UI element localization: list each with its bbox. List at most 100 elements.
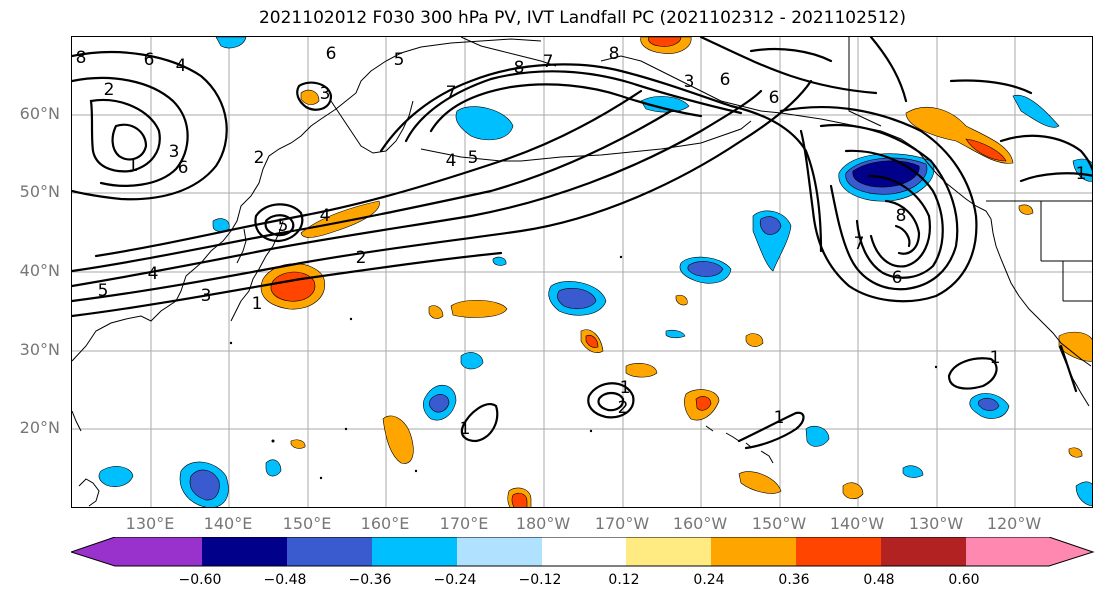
pv-contour-trough-4 — [867, 174, 931, 268]
lat-label-30n: 30°N — [19, 340, 60, 359]
lat-label-40n: 40°N — [19, 261, 60, 280]
colorbar-tick: −0.60 — [178, 572, 222, 588]
pv-contour-east-2 — [1019, 172, 1092, 183]
map-canvas: 8 6 4 2 3 7 6 5 8 7 4 5 8 6 6 3 1 3 6 2 … — [72, 37, 1092, 507]
pv-contour-trough-2 — [819, 124, 959, 291]
coast-north-america-west — [990, 218, 1092, 367]
shade-orange-13 — [1018, 204, 1034, 215]
colorbar-segment — [796, 537, 881, 566]
colorbar-outline — [71, 537, 1095, 567]
shade-blue-small-10 — [1012, 94, 1060, 128]
shade-orange-12 — [300, 89, 320, 105]
pv-contour-alaska-upper — [699, 37, 908, 103]
contour-label: 4 — [320, 206, 331, 226]
contour-label: 4 — [446, 151, 457, 171]
colorbar-segment — [711, 537, 796, 566]
shade-blue-baja — [1075, 481, 1092, 507]
lon-label-150w: 150°W — [751, 514, 807, 533]
shade-blue-central-mid — [557, 288, 597, 310]
contour-label: 1 — [774, 408, 785, 428]
map-panel: 8 6 4 2 3 7 6 5 8 7 4 5 8 6 6 3 1 3 6 2 … — [71, 36, 1093, 508]
lon-label-180w: 180°W — [515, 514, 571, 533]
pv-contour-jet-3 — [72, 89, 763, 288]
colorbar-segment — [626, 537, 711, 566]
colorbar-tick: 0.24 — [693, 572, 725, 588]
canada-border-line — [848, 37, 882, 127]
shade-orange-11 — [745, 333, 764, 347]
coast-philippines — [72, 410, 100, 507]
coast-alaska — [600, 55, 992, 220]
contour-label: 5 — [98, 281, 109, 301]
shade-gulf-alaska-dark — [852, 160, 920, 188]
lon-label-130w: 130°W — [908, 514, 964, 533]
pv-contours — [72, 37, 1092, 450]
colorbar-tick: 0.60 — [948, 572, 980, 588]
lat-label-50n: 50°N — [19, 182, 60, 201]
pv-contour-jet-5 — [94, 89, 643, 258]
pv-contour-upper-west-3 — [89, 98, 161, 173]
us-border-line — [986, 200, 1092, 302]
colorbar-segment — [202, 537, 287, 566]
lon-label-130e: 130°E — [125, 514, 175, 533]
shade-japan-red — [270, 271, 316, 302]
pv-contour-jet-1 — [72, 79, 813, 303]
pv-contour-jet-2 — [72, 251, 503, 318]
contour-label: 1 — [990, 348, 1001, 368]
shade-blue-small-2 — [460, 352, 484, 370]
shade-orange-16 — [1068, 447, 1083, 458]
shade-orange-3-red — [695, 396, 712, 411]
contour-label: 4 — [176, 56, 187, 76]
pv-contour-1-d — [737, 411, 805, 450]
pv-contour-trough-6 — [894, 224, 911, 248]
contour-label: 5 — [394, 50, 405, 70]
pv-contour-1-c — [460, 403, 499, 443]
contour-label: 6 — [720, 70, 731, 90]
lon-label-140w: 140°W — [829, 514, 885, 533]
contour-label: 6 — [892, 268, 903, 288]
pv-contour-1-f — [1059, 344, 1078, 393]
shade-blue-hawaii-west-mid — [687, 261, 724, 277]
coast-chukotka — [460, 37, 557, 67]
colorbar-tick: −0.36 — [348, 572, 392, 588]
shade-orange-9 — [842, 482, 864, 500]
contour-label: 6 — [769, 88, 780, 108]
shade-blue-subtrop-mid — [429, 394, 450, 413]
pv-contour-jet-4 — [72, 109, 673, 273]
colorbar-segment — [457, 537, 542, 566]
contour-label: 7 — [854, 234, 865, 254]
shade-orange-8-red — [511, 492, 528, 507]
colorbar-segment — [542, 537, 626, 566]
pv-contour-trough-1 — [779, 106, 978, 303]
shade-blue-small-1 — [805, 426, 830, 447]
contour-label: 2 — [356, 248, 367, 268]
contour-label: 6 — [326, 44, 337, 64]
contour-label: 7 — [543, 52, 554, 72]
pv-contour-small-2 — [264, 214, 295, 237]
colorbar-tick: 0.48 — [863, 572, 895, 588]
colorbar-segment — [71, 537, 202, 566]
pv-contour-trough-3 — [844, 149, 944, 279]
pv-contour-east-1 — [999, 134, 1092, 172]
pv-contour-1-e — [947, 357, 998, 390]
colorbar — [71, 537, 1095, 567]
shade-blue-small-8 — [215, 37, 247, 49]
coast-east-asia — [72, 38, 542, 362]
lat-label-20n: 20°N — [19, 418, 60, 437]
shade-kamchatka-orange — [300, 200, 380, 238]
contour-label: 3 — [684, 72, 695, 92]
shade-blue-small-3 — [902, 465, 924, 478]
lat-label-60n: 60°N — [19, 104, 60, 123]
shade-orange-10 — [428, 305, 444, 319]
contour-label: 6 — [178, 158, 189, 178]
pv-contour-ridge — [379, 63, 823, 253]
pv-contour-ridge-2 — [404, 70, 743, 143]
colorbar-segment — [881, 537, 966, 566]
shade-blue-small-5 — [665, 329, 686, 339]
colorbar-segments — [71, 537, 1093, 566]
shade-blue-north-central-mid — [759, 216, 782, 235]
pv-contour-small-3 — [296, 81, 333, 111]
shade-arctic-red — [648, 37, 682, 47]
coast-hawaii — [705, 425, 774, 464]
contour-label: 2 — [618, 398, 629, 418]
contour-label: 1 — [620, 378, 631, 398]
